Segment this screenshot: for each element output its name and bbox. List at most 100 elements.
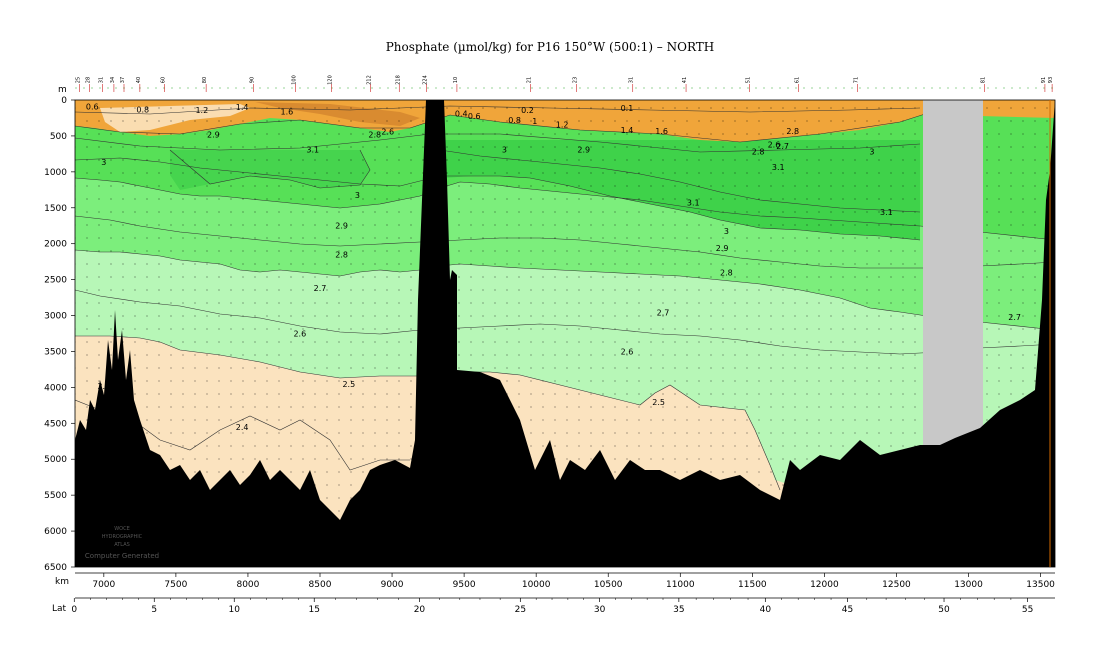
station-label: 31 xyxy=(629,77,635,83)
contour-label: 0.6 xyxy=(468,112,481,121)
station-label: 41 xyxy=(682,77,688,83)
contour-label: 3.1 xyxy=(772,163,785,172)
contour-label: 2.9 xyxy=(716,244,729,253)
station-label: 81 xyxy=(980,77,986,83)
station-label: 93 xyxy=(1048,77,1054,83)
contour-label: 2.8 xyxy=(335,250,348,259)
contour-label: 0.6 xyxy=(86,102,99,111)
contour-label: 2.6 xyxy=(293,330,306,339)
y-tick-label: 2000 xyxy=(44,240,67,250)
station-label: 91 xyxy=(1041,77,1047,83)
x-tick-label: 9000 xyxy=(381,580,404,590)
station-label: 60 xyxy=(160,77,166,83)
watermark-line3: ATLAS xyxy=(114,542,130,548)
section-field: WOCE HYDROGRAPHIC ATLAS Computer Generat… xyxy=(75,100,1055,567)
contour-label: 3.1 xyxy=(687,199,700,208)
x-tick-label: 11500 xyxy=(738,580,767,590)
contour-label: 1 xyxy=(532,117,537,126)
x-tick-label: 7000 xyxy=(92,580,115,590)
lat-tick-label: 35 xyxy=(673,605,684,615)
y-axis-label: m xyxy=(58,85,67,95)
watermark-line2: HYDROGRAPHIC xyxy=(102,534,143,540)
y-tick-label: 1000 xyxy=(44,168,67,178)
contour-label: 3 xyxy=(724,227,729,236)
chart-title: Phosphate (µmol/kg) for P16 150°W (500:1… xyxy=(385,40,715,54)
contour-label: 2.5 xyxy=(342,380,355,389)
contour-label: 0.2 xyxy=(521,106,534,115)
station-label: 34 xyxy=(110,77,116,83)
contour-label: 2.5 xyxy=(652,398,665,407)
y-tick-label: 1500 xyxy=(44,204,67,214)
contour-label: 3 xyxy=(869,148,874,157)
x-tick-label: 9500 xyxy=(453,580,476,590)
y-tick-label: 4000 xyxy=(44,383,67,393)
contour-label: 1.6 xyxy=(655,127,668,136)
lat-tick-label: 15 xyxy=(309,605,320,615)
station-label: 23 xyxy=(573,77,579,83)
station-label: 212 xyxy=(366,75,372,85)
seafloor xyxy=(75,100,1055,567)
lat-axis-label: Lat xyxy=(52,604,67,614)
y-tick-label: 5000 xyxy=(44,455,67,465)
station-label: 25 xyxy=(75,77,81,83)
contour-label: 2.4 xyxy=(236,423,249,432)
lat-tick-label: 0 xyxy=(71,605,77,615)
contour-label: 2.8 xyxy=(786,127,799,136)
station-label: 71 xyxy=(854,77,860,83)
contour-label: 3 xyxy=(502,146,507,155)
station-axis: 25 28 31 34 37 40 60 80 90 100 120 212 218 224 10 21 23 3… xyxy=(75,75,1055,92)
contour-labels: 0.6 0.8 1.2 1.41.62.9 2.8 2.63.1332.92.82.72.… xyxy=(86,102,1021,431)
contour-label: 2.9 xyxy=(577,146,590,155)
y-tick-label: 2500 xyxy=(44,276,67,286)
contour-label: 2.7 xyxy=(1008,313,1021,322)
y-tick-label: 3500 xyxy=(44,347,67,357)
x-tick-label: 12000 xyxy=(810,580,839,590)
contour-label: 3 xyxy=(355,191,360,200)
lat-tick-label: 40 xyxy=(760,605,772,615)
x-axis-km: 7000 7500 8000 8500 9000 9500 10000 10500 11000 1… xyxy=(75,572,1055,590)
contour-label: 0.4 xyxy=(455,110,468,119)
contour-label: 2.8 xyxy=(368,130,381,139)
lat-tick-label: 30 xyxy=(594,605,606,615)
contour-label: 2.8 xyxy=(752,148,765,157)
station-label: 51 xyxy=(745,77,751,83)
lat-tick-label: 55 xyxy=(1022,605,1033,615)
station-label: 120 xyxy=(328,75,334,85)
contour-label: 2.7 xyxy=(657,309,670,318)
contour-label: 2.6 xyxy=(381,128,394,137)
lat-tick-label: 10 xyxy=(229,605,241,615)
contour-label: 2.6 xyxy=(621,347,634,356)
station-label: 10 xyxy=(453,77,459,83)
y-tick-label: 6500 xyxy=(44,563,67,573)
x-tick-label: 11000 xyxy=(666,580,695,590)
contour-label: 1.4 xyxy=(621,126,634,135)
x-tick-label: 8000 xyxy=(236,580,259,590)
x-tick-label: 13000 xyxy=(954,580,983,590)
contour-label: 2.4 xyxy=(97,382,110,391)
watermark-line1: WOCE xyxy=(114,526,130,532)
missing-data-region xyxy=(923,100,983,455)
y-tick-label: 500 xyxy=(50,132,67,142)
contour-label: 0.8 xyxy=(136,105,149,114)
station-label: 28 xyxy=(85,77,91,83)
contour-label: 2.7 xyxy=(776,142,789,151)
y-tick-label: 3000 xyxy=(44,312,67,322)
contour-label: 2.8 xyxy=(720,268,733,277)
y-tick-label: 4500 xyxy=(44,419,67,429)
contour-label: 1.4 xyxy=(236,103,249,112)
station-label: 218 xyxy=(395,75,401,85)
x-tick-label: 10500 xyxy=(594,580,623,590)
contour-label: 0.1 xyxy=(621,104,634,113)
contour-label: 2.9 xyxy=(207,130,220,139)
x-tick-label: 10000 xyxy=(522,580,551,590)
lat-tick-label: 45 xyxy=(842,605,853,615)
contour-label: 2.6 xyxy=(768,141,781,150)
station-label: 31 xyxy=(98,77,104,83)
y-axis: 0 500 1000 1500 2000 2500 3000 3500 4000 4500 5000… xyxy=(44,96,75,573)
station-label: 100 xyxy=(292,75,298,85)
contour-label: 1.2 xyxy=(195,106,208,115)
x-tick-label: 12500 xyxy=(882,580,911,590)
contour-label: 1.6 xyxy=(280,107,293,116)
watermark-line4: Computer Generated xyxy=(85,552,159,560)
